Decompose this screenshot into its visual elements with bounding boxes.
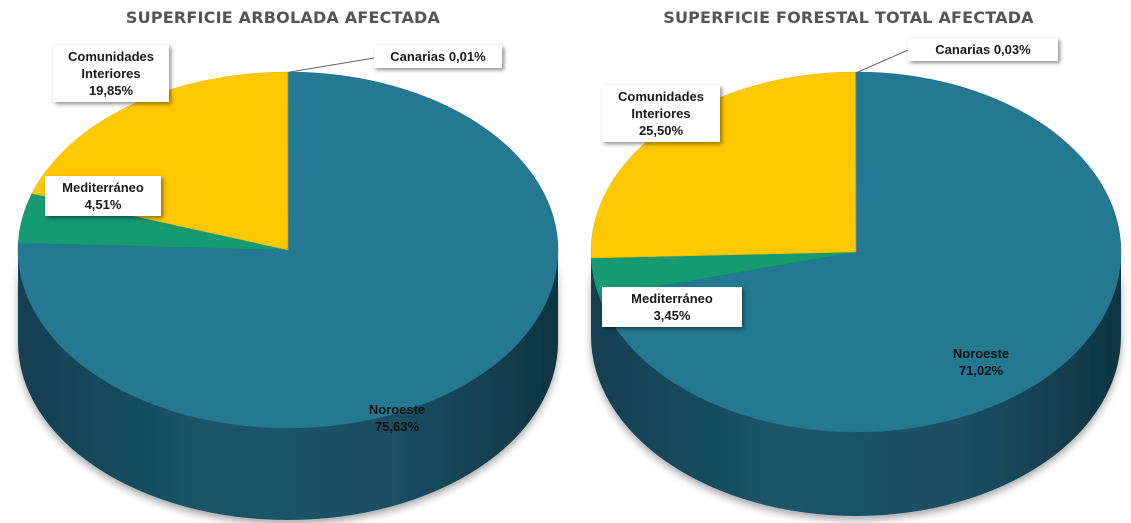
data-label-interiores: Comunidades Interiores 19,85% xyxy=(53,45,169,102)
data-label-name: Noroeste xyxy=(952,346,1010,361)
pie-chart-forestal-total: SUPERFICIE FORESTAL TOTAL AFECTADA Noroe… xyxy=(566,0,1131,523)
data-label-percent: 19,85% xyxy=(88,83,134,98)
data-label-percent: 25,50% xyxy=(638,123,684,138)
data-label-percent: 3,45% xyxy=(653,308,691,323)
data-label-name: Comunidades xyxy=(68,49,154,64)
pie-plot xyxy=(590,49,1122,516)
data-label-interiores: Comunidades Interiores 25,50% xyxy=(602,85,720,142)
data-label-noroeste: Noroeste 75,63% xyxy=(352,398,442,438)
chart-title: SUPERFICIE ARBOLADA AFECTADA xyxy=(125,8,441,27)
pie-slice-noroeste xyxy=(598,71,1122,433)
data-label-mediterraneo: Mediterráneo 3,45% xyxy=(602,287,742,327)
data-label-name: Canarias 0,03% xyxy=(935,42,1031,57)
data-label-name: Interiores xyxy=(81,66,141,81)
pie-side-wall xyxy=(18,250,558,520)
data-label-mediterraneo: Mediterráneo 4,51% xyxy=(45,176,161,216)
pie-side-wall xyxy=(591,252,1121,516)
data-label-name: Comunidades xyxy=(618,89,704,104)
chart-title: SUPERFICIE FORESTAL TOTAL AFECTADA xyxy=(663,8,1034,27)
data-label-name: Mediterráneo xyxy=(631,291,713,306)
data-label-name: Mediterráneo xyxy=(62,180,144,195)
data-label-noroeste: Noroeste 71,02% xyxy=(936,342,1026,382)
data-label-percent: 71,02% xyxy=(958,363,1004,378)
pie-chart-arbolada: SUPERFICIE ARBOLADA AFECTADA Noroeste 75,… xyxy=(17,8,559,520)
leader-line-canarias xyxy=(289,57,375,73)
data-label-canarias: Canarias 0,01% xyxy=(374,45,502,68)
leader-line-canarias xyxy=(857,49,909,73)
data-label-percent: 4,51% xyxy=(84,197,122,212)
data-label-canarias: Canarias 0,03% xyxy=(908,38,1058,61)
data-label-name: Noroeste xyxy=(368,402,426,417)
data-label-percent: 75,63% xyxy=(374,419,420,434)
data-label-name: Interiores xyxy=(631,106,691,121)
data-label-name: Canarias 0,01% xyxy=(390,49,486,64)
